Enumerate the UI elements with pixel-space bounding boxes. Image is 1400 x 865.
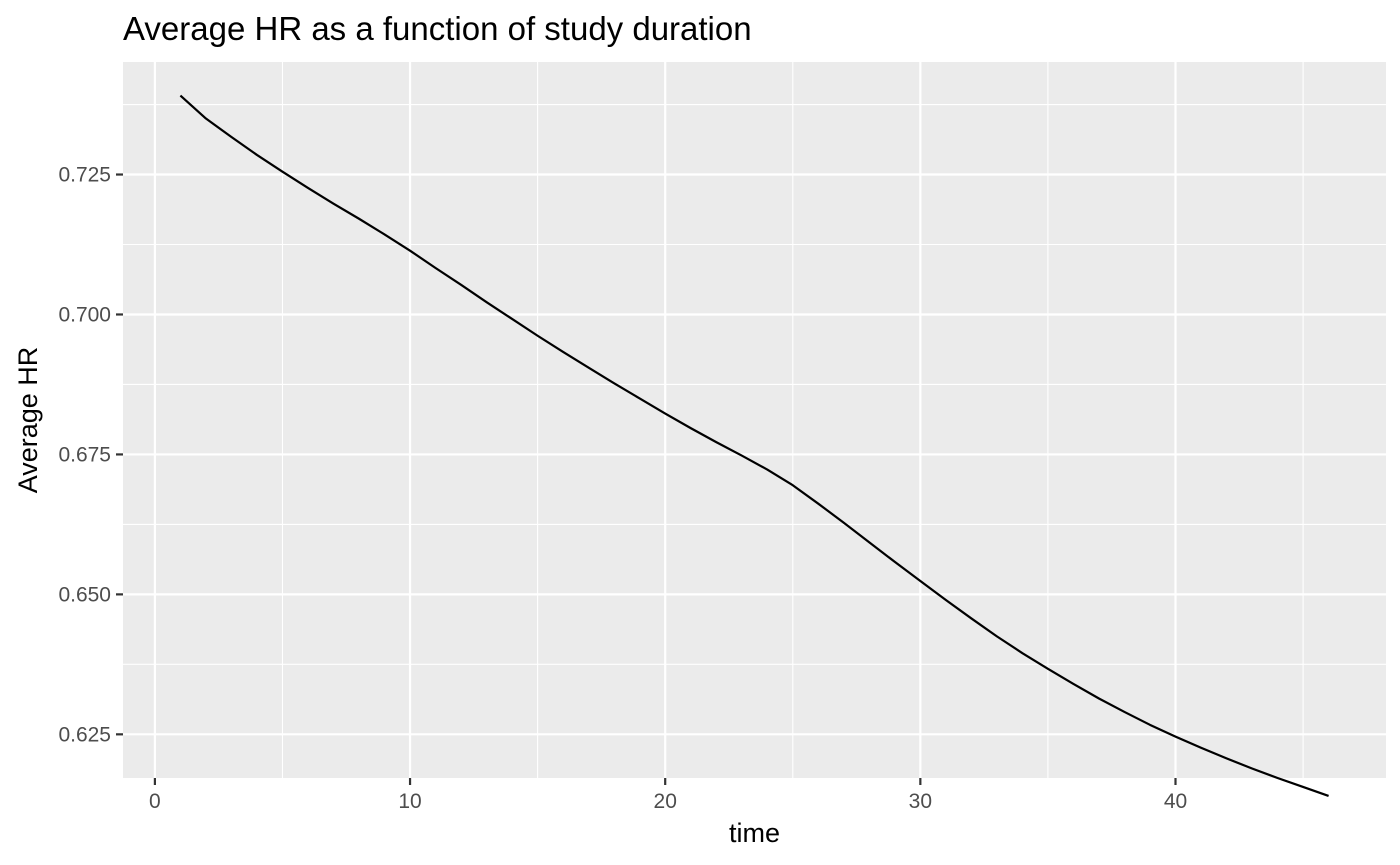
x-tick-label: 20 — [654, 790, 677, 813]
y-tick-label: 0.675 — [58, 443, 111, 466]
x-tick-label: 40 — [1164, 790, 1187, 813]
panel-background — [123, 62, 1386, 778]
series-line-0 — [179, 94, 1329, 797]
x-tick-label: 30 — [909, 790, 932, 813]
chart-title: Average HR as a function of study durati… — [123, 10, 752, 47]
y-tick-label: 0.725 — [58, 164, 111, 187]
grid-lines — [123, 62, 1386, 778]
plot-panel — [123, 62, 1386, 797]
x-tick-label: 0 — [149, 790, 161, 813]
y-axis: 0.625 0.650 0.675 0.700 0.725 — [58, 164, 123, 746]
series-group — [179, 94, 1329, 797]
y-axis-title: Average HR — [13, 347, 43, 494]
x-axis-title: time — [729, 818, 780, 848]
x-tick-label: 10 — [398, 790, 421, 813]
y-tick-label: 0.625 — [58, 723, 111, 746]
y-tick-label: 0.650 — [58, 583, 111, 606]
y-tick-label: 0.700 — [58, 303, 111, 326]
x-axis: 0 10 20 30 40 — [149, 778, 1187, 813]
